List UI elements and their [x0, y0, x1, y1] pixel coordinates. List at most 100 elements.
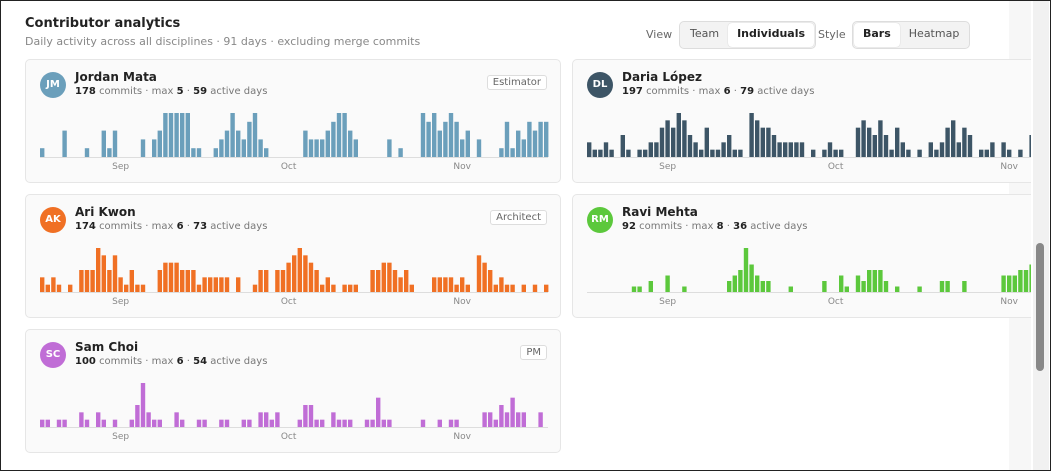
bar — [755, 120, 760, 157]
bar — [917, 149, 922, 157]
bar — [62, 130, 67, 157]
bar — [191, 148, 196, 157]
bar — [191, 270, 196, 292]
bar — [303, 405, 308, 427]
toggle-option[interactable]: Bars — [854, 23, 900, 47]
style-label: Style — [818, 28, 846, 41]
role-badge: Architect — [490, 210, 547, 225]
bar — [40, 419, 45, 427]
contributor-card: SC Sam Choi 100 commits · max 6 · 54 activ… — [25, 329, 561, 453]
bar — [432, 277, 437, 292]
view-toggle: Team Individuals — [679, 21, 817, 49]
bar — [280, 270, 286, 292]
bar — [682, 286, 687, 292]
bar — [476, 255, 482, 292]
bar — [699, 149, 704, 157]
month-label: Sep — [112, 162, 129, 172]
bar — [928, 142, 933, 157]
bar-chart: Sep Oct Nov — [40, 383, 548, 442]
bar — [448, 113, 454, 157]
bar — [448, 277, 454, 292]
bar — [956, 142, 961, 157]
toggle-option[interactable]: Team — [690, 27, 720, 40]
stat-word: active days — [750, 221, 808, 232]
stat-word: · — [733, 86, 737, 97]
bar — [827, 142, 833, 157]
contributor-card: JM Jordan Mata 178 commits · max 5 · 59 ac… — [25, 59, 561, 183]
stat-word: active days — [757, 86, 815, 97]
toggle-option[interactable]: Heatmap — [908, 27, 960, 40]
bar — [264, 412, 269, 427]
bar — [146, 412, 151, 427]
bar — [493, 419, 498, 427]
bar — [687, 135, 693, 157]
bar — [392, 270, 398, 292]
style-toggle: Bars Heatmap — [852, 21, 971, 49]
bar — [196, 284, 202, 292]
bar — [895, 286, 900, 292]
bar — [152, 419, 157, 427]
bar — [510, 284, 515, 292]
avatar: DL — [587, 72, 613, 98]
bar — [297, 419, 302, 427]
bar — [241, 419, 246, 427]
bar — [516, 412, 521, 427]
bar — [96, 412, 101, 427]
stat-value: 6 — [176, 221, 184, 232]
bar — [715, 149, 721, 157]
bar — [448, 419, 454, 427]
bar — [387, 262, 392, 292]
bar — [990, 142, 995, 157]
scroll-thumb[interactable] — [1036, 243, 1044, 371]
bar — [112, 130, 118, 157]
bar — [1001, 275, 1006, 292]
bar — [348, 419, 353, 427]
bar — [398, 277, 403, 292]
bar — [603, 142, 609, 157]
bar — [420, 419, 426, 427]
bar — [51, 277, 56, 292]
bar — [331, 121, 336, 157]
bar — [247, 419, 252, 427]
bar — [811, 149, 816, 157]
bar — [1012, 275, 1017, 292]
bar — [917, 286, 922, 292]
bar — [587, 142, 592, 157]
bar — [760, 127, 765, 157]
scrollbar[interactable] — [1033, 1, 1049, 470]
bar — [426, 121, 431, 157]
bar — [140, 139, 146, 157]
bar — [90, 270, 95, 292]
bar — [387, 139, 392, 157]
bar — [213, 277, 218, 292]
month-label: Oct — [281, 297, 297, 307]
bar — [314, 139, 319, 157]
bar — [682, 120, 687, 157]
bar — [631, 286, 637, 292]
bar — [224, 130, 230, 157]
bar — [353, 139, 358, 157]
bar — [62, 419, 67, 427]
bar — [962, 127, 967, 157]
month-label: Nov — [453, 432, 471, 442]
month-label: Nov — [1000, 297, 1018, 307]
bar — [118, 277, 123, 292]
bar — [521, 139, 526, 157]
contributor-name: Sam Choi — [75, 340, 139, 354]
bar — [387, 419, 392, 427]
bar — [308, 139, 314, 157]
bar — [56, 419, 62, 427]
bar — [370, 419, 375, 427]
bar — [180, 419, 185, 427]
bar — [945, 281, 950, 292]
bar — [598, 149, 603, 157]
bar — [174, 412, 179, 427]
toggle-option[interactable]: Individuals — [728, 23, 815, 47]
bar — [140, 284, 146, 292]
bar — [370, 270, 375, 292]
bar — [45, 284, 50, 292]
bar — [219, 139, 224, 157]
bar — [303, 130, 308, 157]
month-label: Sep — [659, 162, 676, 172]
contributor-name: Jordan Mata — [75, 70, 157, 84]
